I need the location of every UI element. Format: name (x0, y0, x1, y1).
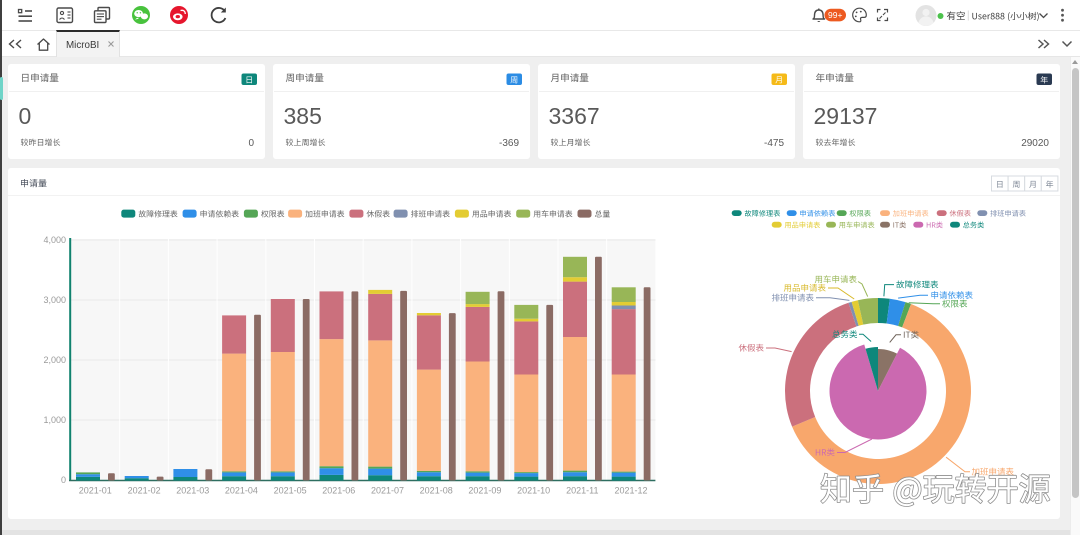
svg-text:2021-05: 2021-05 (274, 486, 307, 496)
svg-text:0: 0 (61, 475, 66, 485)
svg-text:MicroBI: MicroBI (66, 40, 99, 51)
svg-text:3367: 3367 (549, 103, 600, 129)
svg-text:2021-10: 2021-10 (517, 486, 550, 496)
svg-text:0: 0 (248, 138, 254, 149)
svg-text:0: 0 (19, 103, 32, 129)
svg-text:2021-06: 2021-06 (322, 486, 355, 496)
svg-text:4,000: 4,000 (43, 235, 66, 245)
svg-text:-369: -369 (499, 138, 519, 149)
svg-text:3,000: 3,000 (43, 295, 66, 305)
svg-text:99+: 99+ (828, 10, 842, 20)
svg-text:29137: 29137 (814, 103, 878, 129)
svg-text:385: 385 (284, 103, 322, 129)
svg-text:2021-12: 2021-12 (614, 486, 647, 496)
svg-text:2021-04: 2021-04 (225, 486, 258, 496)
svg-text:2021-07: 2021-07 (371, 486, 404, 496)
svg-text:2021-02: 2021-02 (128, 486, 161, 496)
svg-text:1,000: 1,000 (43, 415, 66, 425)
svg-text:2021-09: 2021-09 (468, 486, 501, 496)
svg-text:2021-11: 2021-11 (566, 486, 598, 496)
svg-text:-475: -475 (764, 138, 784, 149)
svg-text:2021-03: 2021-03 (176, 486, 209, 496)
svg-text:2,000: 2,000 (43, 355, 66, 365)
svg-text:2021-01: 2021-01 (79, 486, 112, 496)
svg-text:2021-08: 2021-08 (420, 486, 453, 496)
svg-text:29020: 29020 (1021, 138, 1049, 149)
